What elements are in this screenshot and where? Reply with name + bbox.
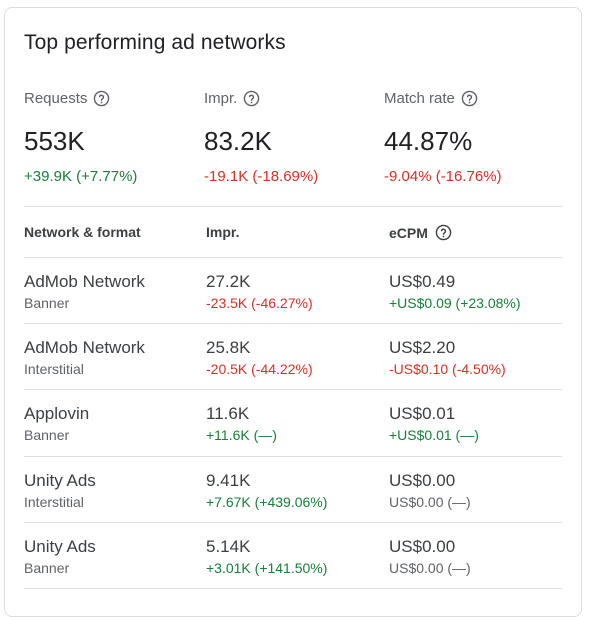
metric-label: Impr.	[204, 89, 238, 107]
impr-cell: 9.41K +7.67K (+439.06%)	[206, 471, 327, 511]
top-networks-card: Top performing ad networks Requests 553K…	[4, 7, 582, 617]
metric-match-rate: Match rate 44.87% -9.04% (-16.76%)	[384, 88, 502, 186]
network-name: AdMob Network	[24, 272, 145, 291]
network-cell: Unity Ads Interstitial	[24, 471, 96, 511]
table-row[interactable]: Applovin Banner 11.6K +11.6K (—) US$0.01…	[5, 390, 581, 456]
ecpm-delta: US$0.00 (—)	[389, 560, 471, 576]
column-header-impr[interactable]: Impr.	[206, 224, 240, 240]
ecpm-cell: US$0.49 +US$0.09 (+23.08%)	[389, 272, 521, 312]
ecpm-value: US$0.01	[389, 404, 456, 423]
network-name: AdMob Network	[24, 338, 145, 357]
ecpm-value: US$0.00	[389, 537, 456, 556]
table-row[interactable]: AdMob Network Interstitial 25.8K -20.5K …	[5, 324, 581, 390]
impr-value: 11.6K	[206, 404, 250, 423]
ad-format: Banner	[24, 295, 70, 311]
ecpm-value: US$0.00	[389, 471, 456, 490]
metric-value: 83.2K	[204, 126, 272, 156]
column-header-ecpm[interactable]: eCPM	[389, 224, 452, 241]
network-cell: AdMob Network Interstitial	[24, 338, 145, 378]
table-header: Network & format Impr. eCPM	[5, 222, 581, 258]
impr-value: 27.2K	[206, 272, 251, 291]
network-name: Unity Ads	[24, 471, 96, 490]
impr-cell: 27.2K -23.5K (-46.27%)	[206, 272, 313, 312]
divider	[24, 522, 562, 523]
table-row[interactable]: Unity Ads Interstitial 9.41K +7.67K (+43…	[5, 457, 581, 523]
ecpm-cell: US$0.01 +US$0.01 (—)	[389, 404, 479, 444]
ecpm-delta: +US$0.01 (—)	[389, 427, 479, 443]
column-header-network[interactable]: Network & format	[24, 224, 141, 240]
metric-delta: -19.1K (-18.69%)	[204, 168, 319, 185]
divider	[24, 456, 562, 457]
impr-cell: 25.8K -20.5K (-44.22%)	[206, 338, 313, 378]
network-cell: AdMob Network Banner	[24, 272, 145, 312]
metric-delta: -9.04% (-16.76%)	[384, 168, 502, 185]
impr-value: 25.8K	[206, 338, 251, 357]
metric-impressions: Impr. 83.2K -19.1K (-18.69%)	[204, 88, 319, 186]
divider	[24, 206, 562, 207]
impr-delta: +3.01K (+141.50%)	[206, 560, 328, 576]
metric-value: 44.87%	[384, 126, 473, 156]
ecpm-cell: US$0.00 US$0.00 (—)	[389, 537, 471, 577]
column-header-ecpm-label: eCPM	[389, 224, 428, 241]
network-cell: Applovin Banner	[24, 404, 89, 444]
ecpm-value: US$0.49	[389, 272, 456, 291]
help-icon[interactable]	[243, 90, 260, 107]
impr-delta: -20.5K (-44.22%)	[206, 361, 313, 377]
impr-value: 9.41K	[206, 471, 251, 490]
ecpm-delta: US$0.00 (—)	[389, 494, 471, 510]
network-cell: Unity Ads Banner	[24, 537, 96, 577]
ad-format: Interstitial	[24, 494, 84, 510]
impr-delta: +11.6K (—)	[206, 427, 277, 443]
divider	[24, 323, 562, 324]
table-row[interactable]: AdMob Network Banner 27.2K -23.5K (-46.2…	[5, 258, 581, 324]
impr-cell: 11.6K +11.6K (—)	[206, 404, 277, 444]
divider	[24, 389, 562, 390]
metric-label: Requests	[24, 89, 88, 107]
ecpm-delta: -US$0.10 (-4.50%)	[389, 361, 506, 377]
ecpm-cell: US$2.20 -US$0.10 (-4.50%)	[389, 338, 506, 378]
metric-requests: Requests 553K +39.9K (+7.77%)	[24, 88, 138, 186]
ecpm-value: US$2.20	[389, 338, 456, 357]
metric-delta: +39.9K (+7.77%)	[24, 168, 138, 185]
help-icon[interactable]	[93, 90, 110, 107]
metric-label: Match rate	[384, 89, 455, 107]
impr-cell: 5.14K +3.01K (+141.50%)	[206, 537, 327, 577]
divider	[24, 257, 562, 258]
ad-format: Interstitial	[24, 361, 84, 377]
impr-delta: +7.67K (+439.06%)	[206, 494, 328, 510]
table-row[interactable]: Unity Ads Banner 5.14K +3.01K (+141.50%)…	[5, 523, 581, 589]
metric-value: 553K	[24, 126, 85, 156]
ad-format: Banner	[24, 560, 70, 576]
impr-value: 5.14K	[206, 537, 251, 556]
network-name: Applovin	[24, 404, 90, 423]
network-name: Unity Ads	[24, 537, 96, 556]
help-icon[interactable]	[435, 224, 452, 241]
impr-delta: -23.5K (-46.27%)	[206, 295, 313, 311]
help-icon[interactable]	[461, 90, 478, 107]
ecpm-cell: US$0.00 US$0.00 (—)	[389, 471, 471, 511]
ad-format: Banner	[24, 427, 70, 443]
card-title: Top performing ad networks	[24, 31, 286, 54]
divider	[24, 588, 562, 589]
ecpm-delta: +US$0.09 (+23.08%)	[389, 295, 521, 311]
